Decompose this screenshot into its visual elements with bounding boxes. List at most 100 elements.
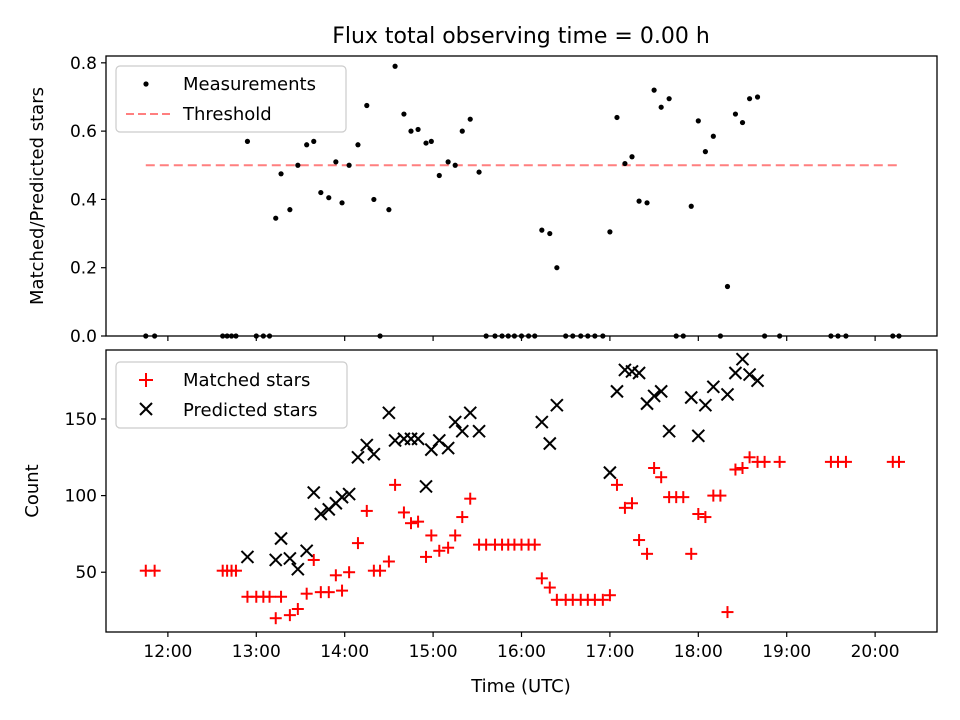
measurement-point [511,333,518,339]
measurement-point [483,333,489,339]
matched-point [714,489,727,502]
matched-point [610,478,623,491]
measurement-point [746,96,753,102]
count-y-tick-label: 150 [65,410,97,430]
measurement-point [333,159,339,165]
predicted-point [455,424,469,438]
matched-point [374,564,387,577]
matched-points-layer [139,451,905,625]
predicted-point [411,432,425,446]
matched-point [404,517,417,530]
measurement-point [539,227,545,233]
x-tick-label: 12:00 [143,642,192,662]
measurement-point [636,198,642,204]
matched-point [382,555,395,568]
predicted-point [543,436,557,451]
count-y-tick-label: 50 [75,563,97,583]
predicted-point [351,450,365,464]
matched-point [699,511,712,524]
x-tick-label: 20:00 [851,642,900,662]
matched-point [343,566,356,579]
legend-matched-label: Matched stars [183,370,310,391]
measurement-point [152,333,158,339]
measurement-point [614,114,620,121]
measurement-point [266,333,273,339]
count-legend: Matched stars Predicted stars [115,361,348,429]
measurement-point [896,333,902,339]
matched-point [456,511,469,524]
matched-point [839,455,852,468]
predicted-point [291,562,305,576]
matched-point [269,612,282,625]
matched-point [758,455,771,468]
measurement-point [739,119,746,126]
predicted-point [698,398,713,412]
measurement-point [607,229,613,235]
ratio-y-ticks: 0.0 0.2 0.4 0.6 0.8 [70,54,106,347]
matched-point [633,534,646,547]
x-tick-label: 18:00 [674,642,723,662]
measurement-point [499,333,505,339]
measurement-point [570,333,576,339]
ratio-x-ticks [167,336,876,341]
measurement-point [287,207,293,213]
predicted-point [382,406,396,420]
predicted-point [720,387,735,402]
ratio-legend: Measurements Threshold [115,65,347,133]
count-y-axis-label: Count [22,464,43,517]
predicted-point [441,441,455,455]
matched-point [263,590,276,603]
predicted-point [314,507,328,521]
x-tick-label: 13:00 [232,642,281,662]
predicted-point [603,465,617,480]
matched-point [322,586,335,599]
measurement-point [392,63,398,69]
predicted-point [335,490,349,504]
measurement-point [228,333,235,339]
measurement-point [644,200,650,206]
count-y-tick-label: 100 [65,487,97,507]
measurement-point [505,333,511,339]
measurement-point [673,333,679,339]
matched-point [535,572,548,585]
measurement-point [563,333,569,339]
legend-threshold-label: Threshold [182,104,272,125]
predicted-point [684,390,698,405]
measurement-point [143,333,149,339]
measurement-point [476,169,482,175]
measurement-point [355,142,361,148]
measurement-point [828,333,834,339]
measurement-point [401,111,407,117]
predicted-point [299,544,314,558]
ratio-y-tick-label: 0.6 [70,122,97,142]
measurement-point [318,189,324,196]
measurement-points-layer [143,63,902,339]
predicted-points-layer [240,352,765,576]
predicted-point [419,479,433,494]
matched-point [596,593,609,606]
ratio-y-axis-label: Matched/Predicted stars [27,87,48,305]
matched-point [528,538,541,551]
matched-point [677,491,690,504]
measurement-point [702,149,708,155]
matched-point [425,529,438,542]
matched-point [464,492,477,505]
measurement-point [724,283,731,290]
ratio-panel: 0.00.20.40.60.8 Matched/Predicted stars … [27,54,938,347]
legend-predicted-marker [139,402,153,416]
measurement-point [843,333,849,339]
measurement-point [651,87,657,93]
ratio-y-tick-label: 0.2 [70,259,97,279]
chart-title: Flux total observing time = 0.00 h [332,24,710,49]
measurement-point [415,126,421,133]
predicted-point [307,485,321,500]
matched-point [685,547,698,560]
predicted-point [535,415,549,429]
measurement-point [233,333,239,339]
legend-matched-marker [139,373,153,387]
predicted-point [654,384,668,399]
predicted-point [283,551,297,566]
predicted-point [472,424,486,438]
matched-point [442,541,455,554]
